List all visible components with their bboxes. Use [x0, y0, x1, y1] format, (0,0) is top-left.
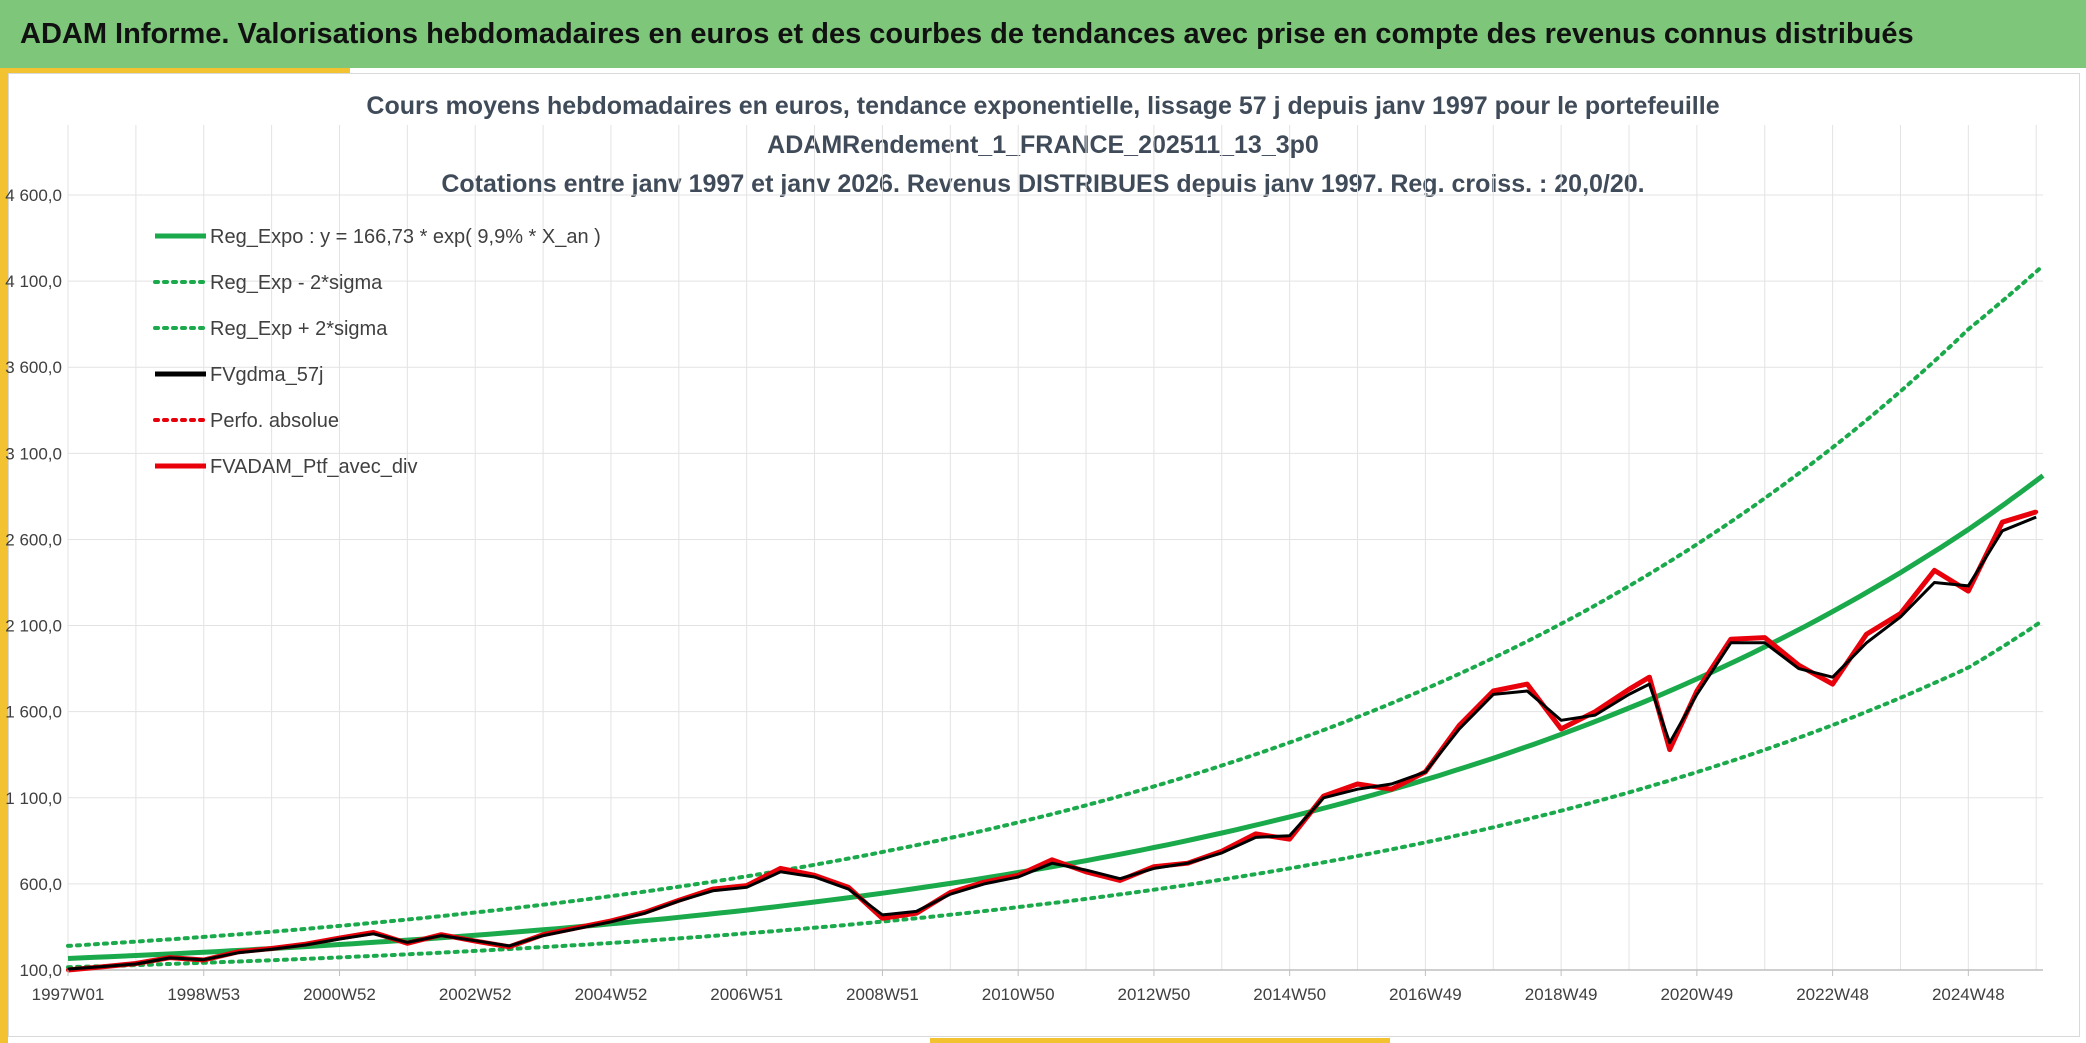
header-banner: ADAM Informe. Valorisations hebdomadaire… [0, 0, 2086, 68]
legend-label: Reg_Exp - 2*sigma [210, 272, 383, 294]
legend-label: Reg_Exp + 2*sigma [210, 318, 388, 340]
x-tick-label: 2018W49 [1525, 985, 1598, 1004]
banner-title: ADAM Informe. Valorisations hebdomadaire… [20, 17, 1914, 50]
y-tick-label: 3 600,0 [5, 358, 62, 377]
x-tick-label: 2006W51 [710, 985, 783, 1004]
y-tick-label: 4 100,0 [5, 272, 62, 291]
x-tick-label: 2020W49 [1660, 985, 1733, 1004]
x-tick-label: 2024W48 [1932, 985, 2005, 1004]
y-axis-ticks: 100,0 600,0 1 100,0 1 600,0 2 100,0 2 600,0 3 … [5, 186, 62, 980]
chart-frame [8, 73, 2080, 1037]
legend-label: FVADAM_Ptf_avec_div [210, 456, 418, 478]
legend-label: FVgdma_57j [210, 364, 323, 386]
y-tick-label: 3 100,0 [5, 444, 62, 463]
x-tick-label: 2008W51 [846, 985, 919, 1004]
series-line-fvadam-ptf-avec-div [67, 509, 2037, 973]
chart-legend: Reg_Expo : y = 166,73 * exp( 9,9% * X_an… [153, 226, 601, 478]
chart-title-line-1: Cours moyens hebdomadaires en euros, ten… [366, 92, 1720, 120]
y-tick-label: 100,0 [19, 961, 62, 980]
x-axis-ticks: 1997W01 1998W53 2000W52 2002W52 2004W52 2006W… [32, 970, 2005, 1004]
series-line-reg-exp-2-sigma [66, 263, 2045, 948]
accent-bar-bottom [930, 1038, 1390, 1043]
y-tick-label: 2 600,0 [5, 530, 62, 549]
legend-label: Reg_Expo : y = 166,73 * exp( 9,9% * X_an… [210, 226, 601, 248]
y-tick-label: 1 100,0 [5, 789, 62, 808]
series-line-perfo-absolue [66, 509, 2039, 972]
chart-grid [67, 125, 2043, 971]
series-line-fvgdma-57j [67, 515, 2037, 971]
x-tick-label: 2022W48 [1796, 985, 1869, 1004]
x-tick-label: 2012W50 [1118, 985, 1191, 1004]
y-tick-label: 1 600,0 [5, 703, 62, 722]
y-tick-label: 600,0 [19, 875, 62, 894]
x-tick-label: 2016W49 [1389, 985, 1462, 1004]
x-tick-label: 2014W50 [1253, 985, 1326, 1004]
x-tick-label: 2004W52 [575, 985, 648, 1004]
x-tick-label: 2002W52 [439, 985, 512, 1004]
y-tick-label: 2 100,0 [5, 617, 62, 636]
y-tick-label: 4 600,0 [5, 186, 62, 205]
chart-title-line-3: Cotations entre janv 1997 et janv 2026. … [441, 170, 1645, 198]
chart-title-line-2: ADAMRendement_1_FRANCE_202511_13_3p0 [767, 131, 1319, 159]
accent-bar-left [0, 68, 8, 1043]
x-tick-label: 2010W50 [982, 985, 1055, 1004]
chart-series [66, 263, 2045, 973]
legend-label: Perfo. absolue [210, 410, 339, 432]
series-line-reg-exp-2-sigma [66, 618, 2045, 970]
x-tick-label: 1997W01 [32, 985, 105, 1004]
x-tick-label: 1998W53 [167, 985, 240, 1004]
accent-bar-top [0, 68, 350, 73]
x-tick-label: 2000W52 [303, 985, 376, 1004]
series-line-reg-expo-y-166-73-exp-9-9-x-an [67, 473, 2045, 961]
